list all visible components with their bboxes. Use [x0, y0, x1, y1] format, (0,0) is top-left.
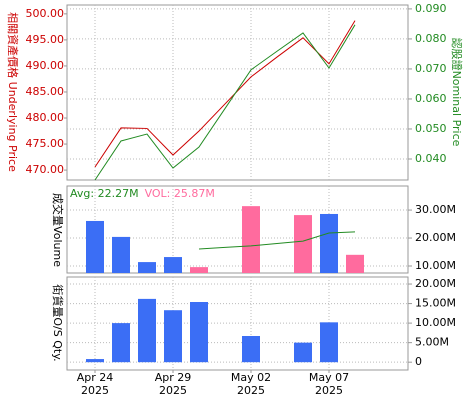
x-tick-label: May 07 2025	[309, 371, 349, 397]
y-tick-label: 485.00	[26, 85, 65, 98]
bar	[86, 220, 104, 273]
bar	[294, 215, 312, 273]
bar	[164, 257, 182, 273]
bar	[320, 322, 338, 363]
bar	[164, 310, 182, 363]
x-tick-label: Apr 24 2025	[77, 371, 114, 397]
annotation: Avg: 22.27M	[70, 187, 139, 200]
bar	[86, 359, 104, 363]
y-tick-label: 500.00	[26, 7, 65, 20]
y2-tick-label: 0.060	[415, 92, 447, 105]
plot-frame	[66, 4, 409, 181]
y-axis-title: 街貨量O/S Qty.	[51, 284, 65, 361]
bar	[112, 323, 130, 363]
x-tick-label-line: 2025	[81, 384, 109, 397]
bar	[112, 236, 130, 273]
x-tick-label-line: 2025	[237, 384, 265, 397]
bar	[242, 336, 260, 363]
y-tick-label: 470.00	[26, 163, 65, 176]
y-tick-label: 480.00	[26, 111, 65, 124]
y2-tick-label: 0	[415, 355, 422, 368]
x-tick-label: Apr 29 2025	[155, 371, 192, 397]
x-tick-label-line: 2025	[315, 384, 343, 397]
line	[94, 24, 356, 181]
y-tick-label: 475.00	[26, 137, 65, 150]
y-tick-label: 490.00	[26, 59, 65, 72]
y2-tick-label: 0.050	[415, 122, 447, 135]
x-tick-label-line: May 07	[309, 371, 349, 384]
bar	[138, 298, 156, 363]
y2-tick-label: 0.080	[415, 32, 447, 45]
y-axis-title: 相關資產價格 Underlying Price	[6, 12, 20, 172]
x-tick-label-line: Apr 24	[77, 371, 114, 384]
bar	[190, 267, 208, 273]
y2-tick-label: 30.00M	[415, 203, 456, 216]
y2-tick-label: 10.00M	[415, 316, 456, 329]
line	[94, 20, 356, 168]
y2-axis-title: 認股證Nominal Price	[450, 38, 464, 147]
x-tick-label-line: May 02	[231, 371, 271, 384]
line	[198, 231, 356, 250]
y2-tick-label: 15.00M	[415, 297, 456, 310]
bar	[320, 213, 338, 273]
y-axis-title: 成交量Volume	[51, 193, 65, 267]
bar	[294, 342, 312, 363]
plot-frame	[66, 185, 409, 274]
y2-tick-label: 5.00M	[415, 336, 449, 349]
y-tick-label: 495.00	[26, 33, 65, 46]
y2-tick-label: 0.070	[415, 62, 447, 75]
bar	[190, 302, 208, 363]
bar	[242, 206, 260, 273]
bar	[138, 262, 156, 273]
bar	[346, 254, 364, 273]
x-tick-label-line: 2025	[159, 384, 187, 397]
y2-tick-label: 20.00M	[415, 277, 456, 290]
y2-tick-label: 0.040	[415, 152, 447, 165]
y2-tick-label: 10.00M	[415, 259, 456, 272]
y2-tick-label: 0.090	[415, 2, 447, 15]
y2-tick-label: 20.00M	[415, 231, 456, 244]
x-tick-label-line: Apr 29	[155, 371, 192, 384]
annotation: VOL: 25.87M	[145, 187, 215, 200]
x-tick-label: May 02 2025	[231, 371, 271, 397]
